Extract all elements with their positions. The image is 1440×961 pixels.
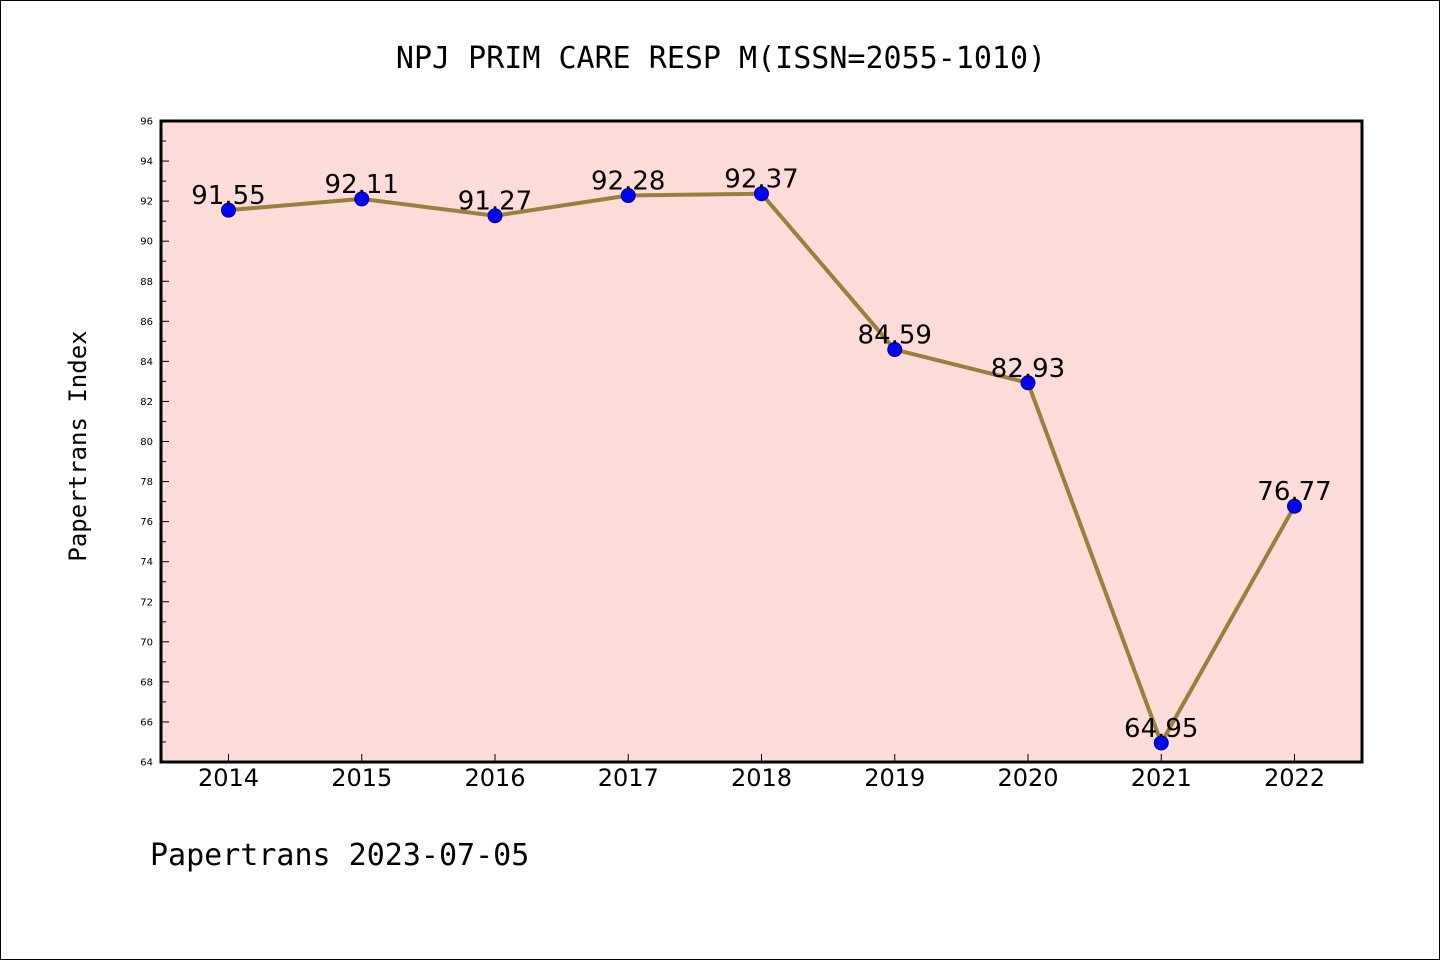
data-point bbox=[354, 191, 370, 207]
y-axis-label: Papertrans Index bbox=[64, 330, 92, 561]
data-point bbox=[1287, 498, 1302, 514]
data-label: 76.77 bbox=[1257, 477, 1331, 507]
x-tick-label: 2021 bbox=[1131, 764, 1192, 792]
y-tick-label: 90 bbox=[140, 237, 153, 248]
plot-border bbox=[159, 119, 1364, 764]
plot-area bbox=[161, 121, 1362, 762]
x-tick-label: 2016 bbox=[464, 764, 525, 792]
data-labels: 91.55 92.11 91.27 92.28 92.37 84.59 82.93 64.95… bbox=[191, 165, 1331, 744]
data-point bbox=[754, 186, 769, 202]
y-tick-label: 86 bbox=[140, 317, 153, 328]
data-point bbox=[1153, 735, 1169, 751]
x-tick-label: 2022 bbox=[1264, 764, 1325, 792]
data-point bbox=[887, 342, 903, 358]
y-tick-label: 80 bbox=[140, 437, 153, 448]
data-label: 92.37 bbox=[724, 165, 798, 195]
data-label: 92.28 bbox=[591, 167, 665, 197]
x-tick-label: 2017 bbox=[598, 764, 659, 792]
data-label: 91.55 bbox=[191, 181, 265, 211]
y-tick-label: 82 bbox=[140, 397, 153, 408]
data-label: 84.59 bbox=[858, 321, 932, 351]
y-tick-label: 94 bbox=[140, 157, 153, 168]
data-point bbox=[620, 188, 636, 204]
y-tick-label: 88 bbox=[140, 277, 153, 288]
data-label: 92.11 bbox=[325, 170, 399, 200]
y-tick-label: 70 bbox=[140, 637, 153, 648]
y-tick-label: 78 bbox=[140, 477, 153, 488]
x-tick-label: 2018 bbox=[731, 764, 792, 792]
series-markers bbox=[221, 186, 1302, 751]
y-tick-label: 72 bbox=[140, 597, 153, 608]
x-tick-label: 2014 bbox=[198, 764, 259, 792]
footer-source-date: Papertrans 2023-07-05 bbox=[150, 838, 529, 873]
data-point bbox=[487, 208, 503, 224]
data-point bbox=[221, 202, 236, 218]
y-tick-label: 92 bbox=[140, 197, 153, 208]
y-tick-label: 66 bbox=[140, 717, 153, 728]
y-tick-label: 64 bbox=[140, 758, 153, 769]
x-tick-label: 2019 bbox=[864, 764, 925, 792]
y-tick-label: 74 bbox=[140, 557, 153, 568]
y-tick-label: 84 bbox=[140, 357, 153, 368]
chart-title: NPJ PRIM CARE RESP M(ISSN=2055-1010) bbox=[396, 41, 1046, 76]
y-tick-label: 76 bbox=[140, 517, 153, 528]
data-label: 64.95 bbox=[1124, 714, 1198, 744]
y-tick-label: 68 bbox=[140, 677, 153, 688]
data-point bbox=[1020, 375, 1036, 391]
x-tick-label: 2015 bbox=[331, 764, 392, 792]
data-label: 82.93 bbox=[991, 354, 1065, 384]
x-axis-ticks: 2014 2015 2016 2017 2018 2019 2020 2021 2022 bbox=[198, 754, 1325, 792]
y-tick-label: 96 bbox=[140, 117, 153, 128]
x-tick-label: 2020 bbox=[997, 764, 1058, 792]
data-label: 91.27 bbox=[458, 187, 532, 217]
y-axis-ticks: 64 66 68 70 72 74 76 78 80 82 84 86 88 90 92 94 96 bbox=[140, 117, 169, 769]
